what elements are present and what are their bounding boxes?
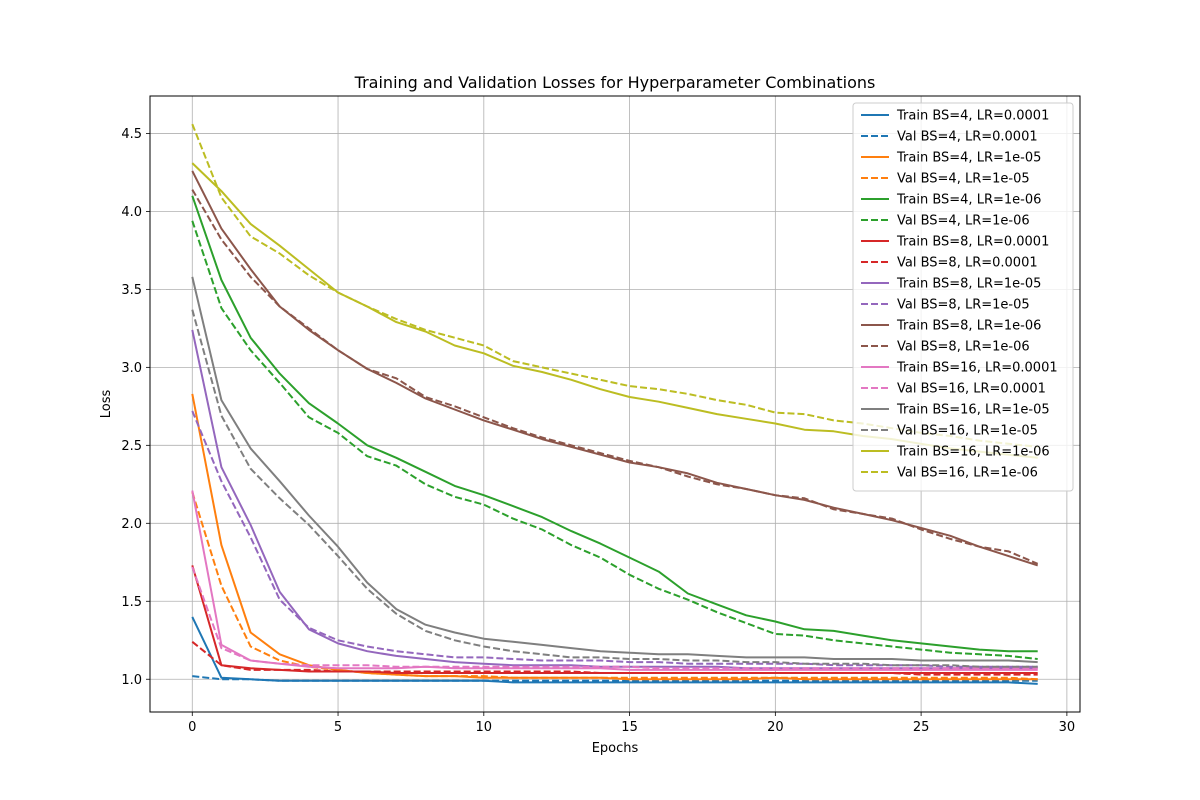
x-tick-label: 15 — [621, 720, 638, 735]
legend-label: Train BS=4, LR=0.0001 — [896, 109, 1049, 124]
legend-label: Train BS=16, LR=1e-06 — [896, 445, 1050, 460]
legend-label: Train BS=16, LR=0.0001 — [896, 361, 1058, 376]
y-tick-label: 1.0 — [121, 673, 142, 688]
legend-label: Train BS=4, LR=1e-06 — [896, 193, 1041, 208]
series-line — [191, 220, 1038, 660]
series-line — [191, 189, 1039, 565]
x-tick-label: 5 — [334, 720, 342, 735]
y-tick-label: 3.5 — [121, 283, 142, 298]
legend: Train BS=4, LR=0.0001 Val BS=4, LR=0.0001… — [852, 102, 1074, 492]
legend-label: Train BS=8, LR=1e-06 — [896, 319, 1041, 334]
y-axis: 1.0 1.5 2.0 2.5 3.0 3.5 4.0 4.5 — [121, 127, 150, 688]
x-tick-label: 25 — [913, 720, 930, 735]
legend-label: Train BS=8, LR=1e-05 — [896, 277, 1041, 292]
legend-label: Val BS=8, LR=0.0001 — [897, 256, 1038, 271]
y-axis-label: Loss — [99, 390, 114, 419]
legend-label: Val BS=8, LR=1e-05 — [897, 298, 1030, 313]
legend-label: Train BS=8, LR=0.0001 — [896, 235, 1049, 250]
legend-label: Val BS=4, LR=1e-06 — [897, 214, 1030, 229]
legend-label: Val BS=4, LR=1e-05 — [897, 172, 1030, 187]
series-line — [191, 195, 1038, 653]
y-tick-label: 4.5 — [121, 127, 142, 142]
legend-label: Val BS=16, LR=1e-05 — [897, 424, 1038, 439]
legend-box — [852, 102, 1074, 492]
plot-frame — [149, 95, 1081, 713]
legend-label: Val BS=16, LR=0.0001 — [897, 382, 1046, 397]
x-axis-label: Epochs — [592, 741, 639, 756]
legend-label: Val BS=4, LR=0.0001 — [897, 130, 1038, 145]
x-tick-label: 0 — [188, 720, 196, 735]
legend-label: Train BS=4, LR=1e-05 — [896, 151, 1041, 166]
legend-label: Val BS=8, LR=1e-06 — [897, 340, 1030, 355]
series-line — [191, 566, 1038, 670]
y-tick-label: 2.5 — [121, 439, 142, 454]
y-tick-label: 4.0 — [121, 205, 142, 220]
y-tick-label: 3.0 — [121, 361, 142, 376]
x-tick-label: 20 — [767, 720, 784, 735]
series-line — [191, 490, 1038, 671]
x-tick-label: 30 — [1059, 720, 1076, 735]
series-lines — [191, 123, 1039, 685]
x-axis: 0 5 10 15 20 25 30 — [188, 712, 1075, 735]
x-tick-label: 10 — [476, 720, 493, 735]
legend-label: Val BS=16, LR=1e-06 — [897, 466, 1038, 481]
series-line — [191, 276, 1038, 664]
series-line — [191, 641, 1038, 676]
y-tick-label: 2.0 — [121, 517, 142, 532]
series-line — [191, 309, 1038, 668]
series-line — [192, 675, 1038, 682]
series-line — [191, 491, 1038, 681]
legend-label: Train BS=16, LR=1e-05 — [896, 403, 1050, 418]
y-tick-label: 1.5 — [121, 595, 142, 610]
chart-title: Training and Validation Losses for Hyper… — [354, 73, 876, 92]
